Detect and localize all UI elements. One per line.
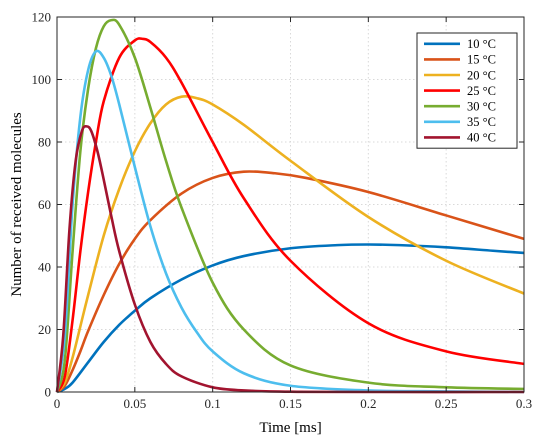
series-line-2 — [56, 95, 525, 393]
legend-entry-label: 10 °C — [467, 37, 496, 51]
legend: 10 °C 15 °C20 °C 25 °C 30 °C35 °C 40 °C — [416, 32, 518, 149]
series-line-1 — [56, 170, 525, 394]
series-line-5 — [55, 49, 525, 394]
y-tick-label: 80 — [38, 135, 51, 150]
x-tick-label: 0.3 — [516, 396, 532, 411]
y-tick-label: 100 — [32, 72, 52, 87]
series-lines — [55, 18, 525, 394]
legend-entry-label: 40 °C — [467, 131, 496, 145]
legend-entry-label: 35 °C — [467, 115, 496, 129]
x-tick-label: 0.05 — [123, 396, 146, 411]
y-tick-label: 20 — [38, 322, 51, 337]
series-line-3 — [55, 37, 525, 393]
x-tick-label: 0.2 — [360, 396, 376, 411]
x-tick-label: 0 — [54, 396, 61, 411]
y-tick-label: 40 — [38, 260, 51, 275]
y-tick-label: 120 — [32, 10, 52, 25]
legend-entry-label: 25 °C — [467, 84, 496, 98]
y-tick-label: 60 — [38, 197, 51, 212]
x-tick-label: 0.1 — [205, 396, 221, 411]
axis-ticks: 0 0.05 0.1 0.15 0.2 0.25 0.3 0 20 40 60 80 100 120 — [32, 10, 533, 412]
legend-entry-label: 15 °C — [467, 53, 496, 67]
series-line-0 — [56, 243, 525, 394]
x-axis-label: Time [ms] — [259, 420, 321, 436]
x-tick-label: 0.15 — [279, 396, 302, 411]
y-axis-label: Number of received molecules — [9, 112, 25, 297]
x-tick-label: 0.25 — [435, 396, 458, 411]
series-line-4 — [55, 18, 525, 393]
legend-entry-label: 30 °C — [467, 100, 496, 114]
y-tick-label: 0 — [45, 385, 52, 400]
legend-entry-label: 20 °C — [467, 68, 496, 82]
series-line-6 — [55, 125, 525, 394]
